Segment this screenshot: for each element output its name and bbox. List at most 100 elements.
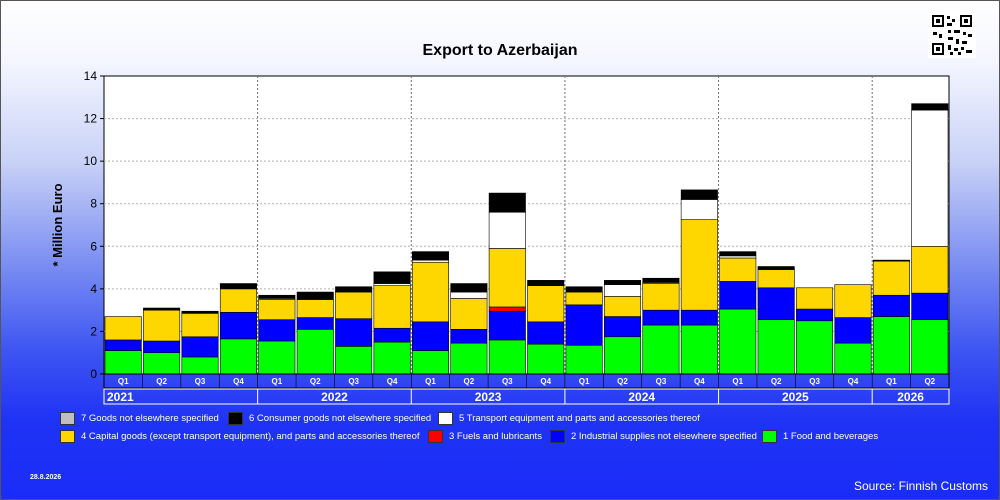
bar-segment (143, 307, 181, 311)
bar-segment (834, 284, 872, 318)
bar-segment (872, 294, 910, 317)
bar-segment (411, 350, 449, 375)
bar-segment (373, 285, 411, 329)
bar-segment (565, 344, 603, 375)
bar-segment (565, 286, 603, 293)
y-tick-label: 14 (84, 69, 98, 83)
y-tick-label: 4 (90, 282, 97, 296)
bar-segment (527, 343, 565, 375)
y-tick-label: 6 (90, 239, 97, 253)
legend-swatch (438, 412, 453, 425)
x-tick-label: Q3 (809, 377, 820, 386)
legend-label: 4 Capital goods (except transport equipm… (81, 431, 420, 442)
legend-label: 6 Consumer goods not elsewhere specified (249, 413, 432, 424)
legend-swatch (550, 430, 565, 443)
y-tick-label: 2 (90, 324, 97, 338)
bar-segment (104, 350, 142, 375)
bar-segment (335, 346, 373, 375)
bar-segment (872, 259, 910, 262)
legend-swatch (762, 430, 777, 443)
x-tick-label: Q2 (617, 377, 628, 386)
legend-label: 1 Food and beverages (783, 431, 879, 442)
bar-segment (719, 257, 757, 282)
x-tick-label: Q4 (694, 377, 705, 386)
bar-segment (219, 288, 257, 313)
x-tick-label: Q2 (924, 377, 935, 386)
bar-segment (143, 309, 181, 342)
bar-segment (488, 248, 526, 308)
bar-segment (642, 309, 680, 326)
plot-area: 0 2 4 6 8 10 12 14 Q1 Q2 Q3 Q4 Q1 Q2 Q3 Q4 Q1 Q2 Q3 Q4 Q1 Q2 Q… (84, 69, 950, 405)
bar-segment (181, 313, 219, 338)
bar-segment (335, 318, 373, 347)
x-tick-label: Q3 (502, 377, 513, 386)
bar-segment (911, 103, 949, 111)
legend-swatch (60, 430, 75, 443)
y-tick-label: 8 (90, 197, 97, 211)
bar-segment (181, 356, 219, 375)
bar-segment (335, 291, 373, 319)
bar-segment (757, 287, 795, 321)
y-tick-label: 12 (84, 112, 98, 126)
x-tick-label: Q1 (886, 377, 897, 386)
bar-segment (719, 251, 757, 257)
bar-segment (143, 340, 181, 354)
bar-segment (411, 259, 449, 263)
bar-segment (604, 336, 642, 375)
x-tick-label: Q4 (233, 377, 244, 386)
bar-segment (488, 310, 526, 341)
bar-segment (373, 283, 411, 286)
bar-segment (719, 255, 757, 259)
bar-segment (796, 287, 834, 310)
x-tick-label: Q4 (387, 377, 398, 386)
legend-item: 5 Transport equipment and parts and acce… (438, 412, 700, 425)
bar-segment (911, 292, 949, 321)
x-tick-label: Q2 (156, 377, 167, 386)
bar-segment (373, 271, 411, 284)
bar-segment (411, 261, 449, 323)
bar-segment (450, 283, 488, 293)
bar-segment (258, 299, 296, 321)
year-label: 2021 (107, 390, 134, 404)
bar-segment (527, 321, 565, 345)
bar-segment (642, 324, 680, 375)
legend-item: 4 Capital goods (except transport equipm… (60, 430, 420, 443)
bar-segment (719, 308, 757, 375)
bar-segment (296, 291, 334, 300)
bar-segment (911, 319, 949, 375)
bar-segment (680, 309, 718, 326)
bar-segment (757, 269, 795, 289)
legend-label: 5 Transport equipment and parts and acce… (459, 413, 700, 424)
bar-segment (488, 192, 526, 213)
bar-segment (527, 280, 565, 286)
x-tick-label: Q4 (848, 377, 859, 386)
bar-segment (258, 294, 296, 299)
legend-swatch (228, 412, 243, 425)
bar-segment (450, 328, 488, 344)
bar-segment (757, 319, 795, 375)
x-tick-label: Q1 (579, 377, 590, 386)
x-tick-label: Q2 (464, 377, 475, 386)
bar-segment (296, 317, 334, 330)
x-tick-label: Q1 (272, 377, 283, 386)
bar-segment (642, 277, 680, 283)
x-tick-label: Q2 (771, 377, 782, 386)
bar-segment (335, 286, 373, 293)
y-tick-label: 0 (90, 367, 97, 381)
qr-code-icon (928, 12, 976, 58)
chart-title: Export to Azerbaijan (423, 42, 578, 59)
year-label: 2022 (321, 390, 348, 404)
bar-segment (680, 219, 718, 311)
bar-segment (911, 109, 949, 247)
bar-segment (450, 342, 488, 375)
legend-item: 1 Food and beverages (762, 430, 878, 443)
bar-segment (604, 296, 642, 317)
bar-segment (411, 321, 449, 351)
bar-segment (450, 291, 488, 299)
legend-swatch (428, 430, 443, 443)
year-label: 2023 (475, 390, 502, 404)
bar-segment (296, 299, 334, 318)
legend-item: 6 Consumer goods not elsewhere specified (228, 412, 431, 425)
x-tick-label: Q1 (425, 377, 436, 386)
bar-segment (565, 291, 603, 306)
